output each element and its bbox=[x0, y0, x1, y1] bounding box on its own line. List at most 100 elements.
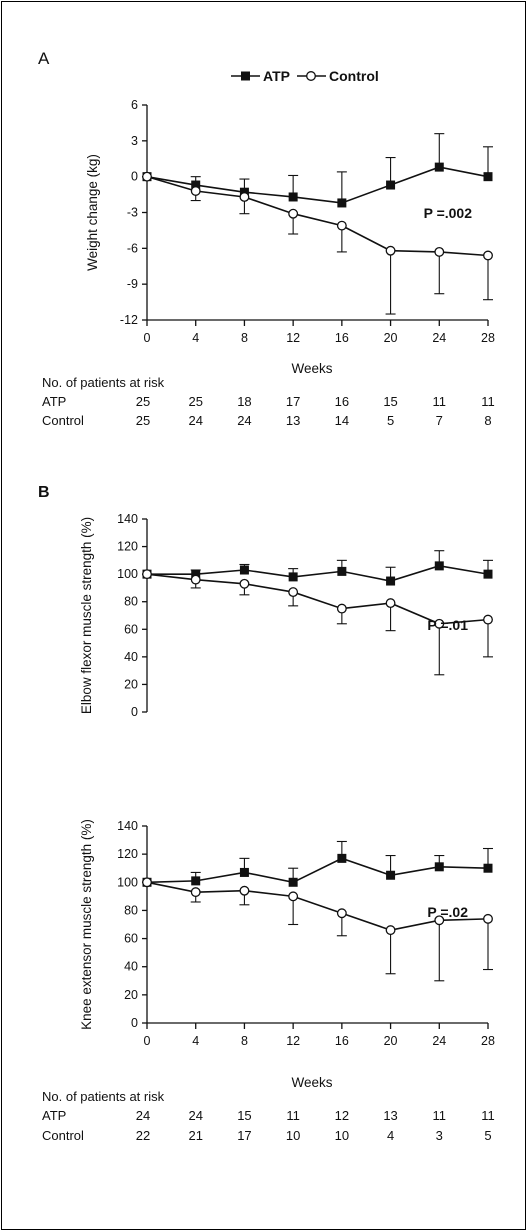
data-point-control bbox=[434, 618, 445, 629]
series-line bbox=[146, 166, 489, 204]
y-tick-label: -6 bbox=[127, 241, 138, 255]
data-point-control bbox=[288, 587, 299, 598]
risk-cell: 11 bbox=[481, 394, 495, 409]
y-tick-label: 0 bbox=[131, 705, 138, 719]
y-tick-label: 6 bbox=[131, 98, 138, 112]
risk-cell: 11 bbox=[286, 1108, 300, 1123]
y-axis-label: Weight change (kg) bbox=[85, 154, 100, 271]
series-atp bbox=[146, 840, 493, 884]
series-control bbox=[146, 881, 493, 982]
data-point-control bbox=[239, 578, 250, 589]
data-point-control bbox=[385, 598, 396, 609]
data-point-atp bbox=[288, 877, 298, 887]
y-tick-label: 0 bbox=[131, 1016, 138, 1030]
data-point-control bbox=[142, 569, 152, 580]
data-point-control bbox=[142, 171, 152, 182]
risk-cell: 13 bbox=[383, 1108, 397, 1123]
y-tick-label: -3 bbox=[127, 206, 138, 220]
y-tick-label: 100 bbox=[117, 875, 138, 889]
data-point-control bbox=[190, 887, 201, 898]
data-point-control bbox=[142, 877, 152, 888]
data-point-control bbox=[336, 220, 347, 231]
risk-cell: 17 bbox=[286, 394, 300, 409]
x-tick-label: 24 bbox=[432, 331, 446, 345]
risk-cell: 16 bbox=[335, 394, 349, 409]
y-tick-label: 40 bbox=[124, 960, 138, 974]
p-value-annotation: P =.002 bbox=[424, 205, 473, 221]
risk-cell: 15 bbox=[383, 394, 397, 409]
data-point-atp bbox=[288, 572, 298, 582]
risk-cell: 15 bbox=[237, 1108, 251, 1123]
data-point-atp bbox=[386, 180, 396, 190]
legend-marker-atp bbox=[241, 71, 250, 81]
risk-cell: 24 bbox=[237, 413, 251, 428]
x-tick-label: 0 bbox=[144, 331, 151, 345]
y-tick-label: 60 bbox=[124, 622, 138, 636]
data-point-control bbox=[483, 250, 493, 261]
y-tick-label: 20 bbox=[124, 677, 138, 691]
data-point-atp bbox=[337, 198, 347, 208]
risk-cell: 10 bbox=[335, 1128, 349, 1143]
risk-cell: 7 bbox=[436, 413, 443, 428]
x-tick-label: 20 bbox=[384, 331, 398, 345]
risk-cell: 11 bbox=[481, 1108, 495, 1123]
y-tick-label: 120 bbox=[117, 847, 138, 861]
data-point-atp bbox=[337, 566, 347, 576]
legend bbox=[231, 71, 326, 81]
data-point-control bbox=[385, 245, 396, 256]
data-point-control bbox=[190, 574, 201, 585]
y-tick-label: 40 bbox=[124, 650, 138, 664]
p-value-annotation: P =.02 bbox=[427, 904, 468, 920]
x-tick-label: 28 bbox=[481, 1034, 495, 1048]
y-tick-label: 140 bbox=[117, 819, 138, 833]
data-point-control bbox=[288, 208, 299, 219]
series-line bbox=[146, 857, 489, 884]
x-tick-label: 0 bbox=[144, 1034, 151, 1048]
data-point-atp bbox=[239, 565, 249, 575]
x-tick-label: 12 bbox=[286, 1034, 300, 1048]
data-point-atp bbox=[483, 172, 493, 182]
risk-cell: 5 bbox=[484, 1128, 491, 1143]
x-tick-label: 16 bbox=[335, 1034, 349, 1048]
data-point-control bbox=[239, 192, 250, 202]
y-axis-label: Knee extensor muscle strength (%) bbox=[79, 819, 94, 1030]
data-point-atp bbox=[434, 162, 444, 172]
data-point-atp bbox=[483, 569, 493, 579]
x-axis-label: Weeks bbox=[291, 361, 332, 376]
risk-row-label: ATP bbox=[42, 394, 66, 409]
risk-row-label: Control bbox=[42, 413, 84, 428]
data-point-control bbox=[190, 186, 201, 196]
risk-cell: 11 bbox=[433, 1108, 447, 1123]
legend-label-control: Control bbox=[329, 68, 379, 84]
x-tick-label: 20 bbox=[384, 1034, 398, 1048]
data-point-atp bbox=[191, 876, 201, 886]
y-tick-label: 140 bbox=[117, 512, 138, 526]
risk-row-label: ATP bbox=[42, 1108, 66, 1123]
series-control bbox=[146, 175, 493, 315]
risk-cell: 4 bbox=[387, 1128, 394, 1143]
panel-label: A bbox=[38, 49, 50, 68]
data-point-control bbox=[434, 915, 445, 926]
x-axis-label: Weeks bbox=[291, 1075, 332, 1090]
data-point-control bbox=[336, 908, 347, 919]
data-point-atp bbox=[191, 569, 201, 579]
y-tick-label: 0 bbox=[131, 170, 138, 184]
risk-cell: 13 bbox=[286, 413, 300, 428]
risk-cell: 10 bbox=[286, 1128, 300, 1143]
data-point-control bbox=[385, 925, 396, 936]
y-tick-label: 80 bbox=[124, 903, 138, 917]
y-axis-label: Elbow flexor muscle strength (%) bbox=[79, 517, 94, 714]
x-tick-label: 12 bbox=[286, 331, 300, 345]
legend-marker-control bbox=[306, 71, 316, 81]
risk-cell: 25 bbox=[136, 413, 150, 428]
x-tick-label: 8 bbox=[241, 331, 248, 345]
y-tick-label: 80 bbox=[124, 595, 138, 609]
risk-cell: 24 bbox=[188, 413, 202, 428]
risk-cell: 8 bbox=[484, 413, 491, 428]
x-tick-label: 8 bbox=[241, 1034, 248, 1048]
risk-cell: 14 bbox=[335, 413, 349, 428]
y-tick-label: 3 bbox=[131, 134, 138, 148]
data-point-atp bbox=[239, 867, 249, 877]
